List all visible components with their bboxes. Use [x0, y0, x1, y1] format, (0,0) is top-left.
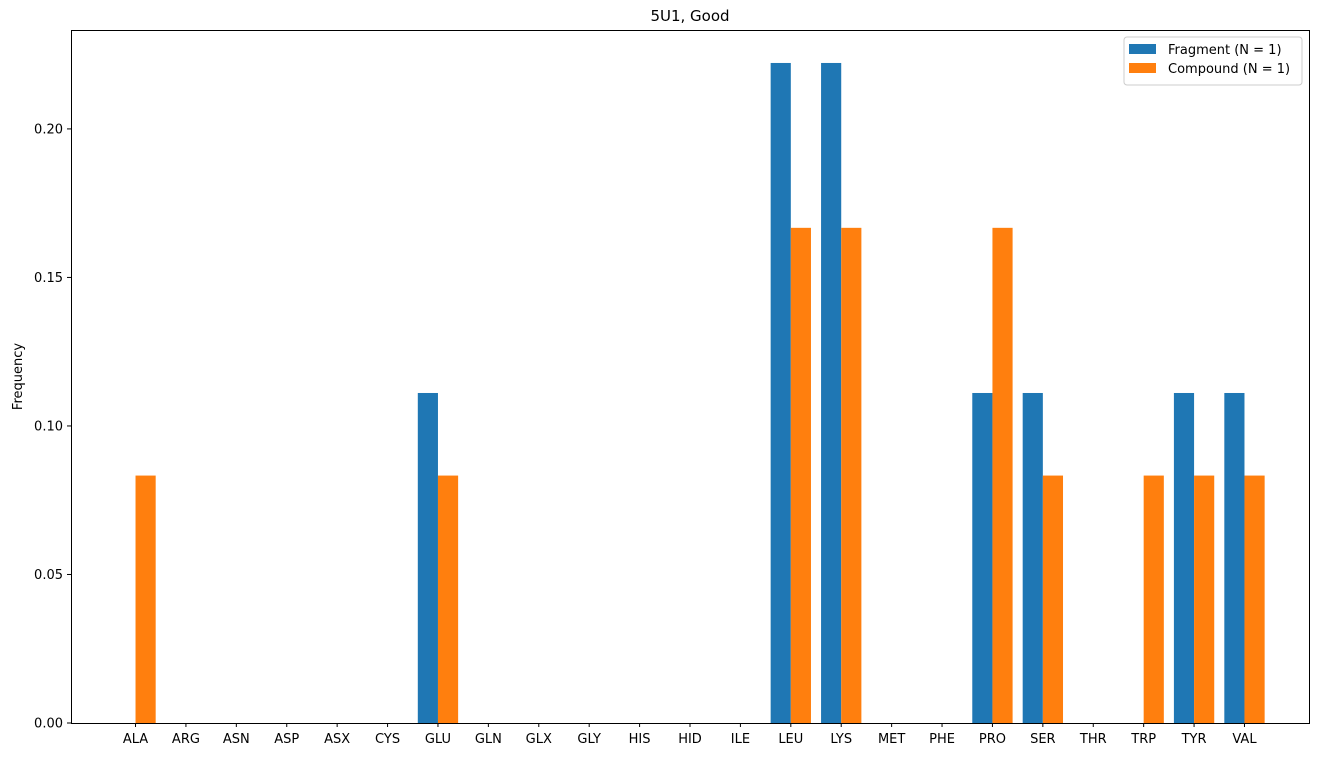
bar-compound-pro	[992, 227, 1013, 723]
x-tick-label: ARG	[172, 732, 200, 747]
x-tick-label: CYS	[375, 732, 400, 747]
x-tick-label: SER	[1030, 732, 1056, 747]
x-tick-label: VAL	[1232, 732, 1257, 747]
x-tick-label: ASX	[324, 732, 350, 747]
x-tick-label: TYR	[1181, 732, 1207, 747]
x-tick-label: GLY	[577, 732, 601, 747]
y-axis: 0.00 0.05 0.10 0.15 0.20	[34, 122, 71, 732]
y-tick-label: 0.00	[34, 717, 63, 732]
bar-fragment-val	[1224, 392, 1245, 723]
x-tick-label: ASP	[274, 732, 299, 747]
x-tick-label: GLN	[475, 732, 502, 747]
legend-entry: Fragment (N = 1)	[1168, 43, 1282, 58]
legend-swatch	[1129, 63, 1156, 73]
bar-fragment-pro	[972, 392, 993, 723]
x-tick-label: LEU	[778, 732, 803, 747]
x-tick-label: ALA	[123, 732, 148, 747]
x-tick-label: PHE	[929, 732, 955, 747]
x-tick-label: PRO	[979, 732, 1006, 747]
bar-group	[135, 62, 1265, 724]
bar-fragment-lys	[821, 62, 842, 724]
y-axis-label: Frequency	[11, 343, 26, 410]
bar-compound-trp	[1143, 475, 1164, 723]
legend-box	[1123, 36, 1303, 86]
bar-compound-glu	[437, 475, 459, 723]
y-tick-label: 0.15	[34, 271, 63, 286]
bar-compound-val	[1244, 475, 1265, 723]
legend: Fragment (N = 1) Compound (N = 1)	[1123, 36, 1303, 86]
x-tick-label: GLU	[425, 732, 451, 747]
x-axis: ALA ARG ASN ASP ASX CYS GLU GLN GLX GLY HIS HID ILE L…	[123, 723, 1257, 747]
bar-fragment-glu	[417, 392, 438, 723]
x-tick-label: HID	[678, 732, 702, 747]
bar-fragment-tyr	[1173, 392, 1195, 723]
chart-title: 5U1, Good	[650, 7, 729, 25]
x-tick-label: ASN	[223, 732, 250, 747]
bar-fragment-leu	[770, 62, 791, 724]
legend-swatch	[1129, 44, 1156, 54]
x-tick-label: HIS	[629, 732, 651, 747]
x-tick-label: TRP	[1130, 732, 1156, 747]
x-tick-label: LYS	[830, 732, 852, 747]
y-tick-label: 0.20	[34, 122, 63, 137]
bar-compound-ser	[1042, 475, 1064, 723]
bar-compound-ala	[135, 475, 156, 723]
y-tick-label: 0.10	[34, 419, 63, 434]
bar-compound-leu	[790, 227, 811, 723]
bar-compound-tyr	[1194, 475, 1215, 723]
x-tick-label: GLX	[526, 732, 552, 747]
x-tick-label: ILE	[731, 732, 750, 747]
bar-fragment-ser	[1022, 392, 1043, 723]
x-tick-label: MET	[878, 732, 905, 747]
legend-entry: Compound (N = 1)	[1168, 62, 1290, 77]
plot-frame	[71, 30, 1310, 724]
y-tick-label: 0.05	[34, 568, 63, 583]
x-tick-label: THR	[1079, 732, 1107, 747]
bar-compound-lys	[841, 227, 862, 723]
